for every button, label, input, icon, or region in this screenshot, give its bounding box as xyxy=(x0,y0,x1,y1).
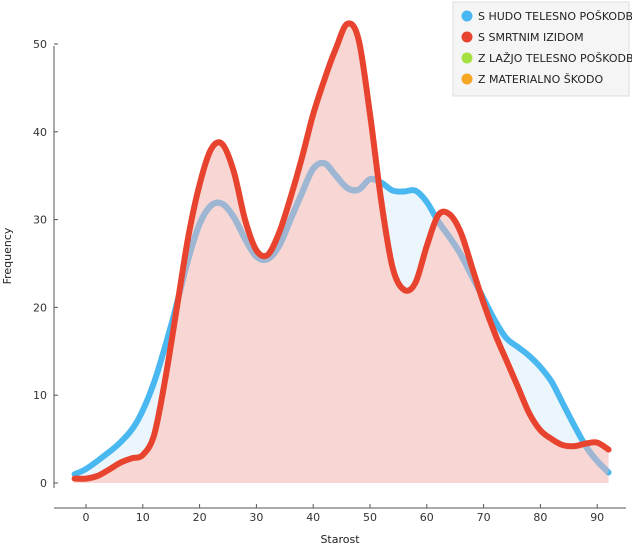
y-tick-label: 0 xyxy=(40,477,47,490)
legend-label: S HUDO TELESNO POŠKODBO xyxy=(478,10,632,23)
x-tick-label: 80 xyxy=(533,511,547,524)
legend: S HUDO TELESNO POŠKODBO S SMRTNIM IZIDOM Z… xyxy=(452,1,632,97)
legend-label: S SMRTNIM IZIDOM xyxy=(478,31,584,44)
line-s-smrtnim xyxy=(71,20,612,482)
y-tick-label: 20 xyxy=(33,301,47,314)
legend-swatch xyxy=(461,73,473,85)
y-tick-label: 40 xyxy=(33,126,47,139)
legend-label: Z MATERIALNO ŠKODO xyxy=(478,73,604,86)
y-axis: 0 10 20 30 40 50 xyxy=(33,38,58,490)
series-lines xyxy=(71,20,612,482)
x-tick-label: 0 xyxy=(83,511,90,524)
x-tick-label: 60 xyxy=(420,511,434,524)
y-tick-label: 10 xyxy=(33,389,47,402)
x-axis-title: Starost xyxy=(320,533,360,546)
x-tick-label: 50 xyxy=(363,511,377,524)
area-fills xyxy=(74,23,609,483)
area-s-smrtnim xyxy=(74,23,609,483)
x-tick-label: 30 xyxy=(249,511,263,524)
x-tick-label: 90 xyxy=(590,511,604,524)
legend-label: Z LAŽJO TELESNO POŠKODBO xyxy=(478,52,632,65)
y-tick-label: 50 xyxy=(33,38,47,51)
x-axis: 0 10 20 30 40 50 60 70 80 90 xyxy=(54,504,626,524)
x-tick-label: 10 xyxy=(136,511,150,524)
legend-swatch xyxy=(461,10,473,22)
legend-swatch xyxy=(461,52,473,64)
y-tick-label: 30 xyxy=(33,214,47,227)
x-tick-label: 40 xyxy=(306,511,320,524)
legend-swatch xyxy=(461,31,473,43)
legend-box xyxy=(452,1,630,97)
x-tick-label: 20 xyxy=(193,511,207,524)
y-axis-title: Frequency xyxy=(1,227,14,284)
x-tick-label: 70 xyxy=(477,511,491,524)
